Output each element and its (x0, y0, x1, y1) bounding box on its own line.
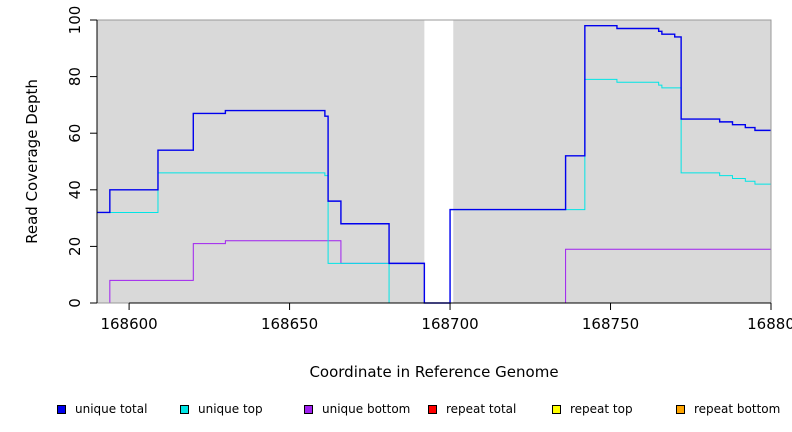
legend-item-repeat-bottom: repeat bottom (676, 400, 780, 418)
x-tick-label: 168700 (421, 315, 478, 333)
legend-swatch (552, 404, 561, 414)
x-axis: 168600 168650 168700 168750 16880 (100, 302, 792, 333)
y-axis-title: Read Coverage Depth (23, 79, 41, 244)
x-tick-label: 168600 (100, 315, 157, 333)
legend-label: repeat top (570, 402, 633, 416)
y-tick-label: 100 (66, 6, 84, 35)
legend-label: repeat bottom (694, 402, 781, 416)
legend-swatch (676, 404, 685, 414)
legend-item-unique-total: unique total (57, 400, 147, 418)
legend-label: unique top (198, 402, 263, 416)
x-tick-label: 168650 (261, 315, 318, 333)
legend-swatch (57, 404, 66, 414)
legend-item-repeat-top: repeat top (552, 400, 633, 418)
gap-regions (424, 20, 454, 303)
legend-item-unique-bottom: unique bottom (304, 400, 410, 418)
x-tick-label: 16880 (747, 315, 792, 333)
y-tick-label: 0 (66, 298, 84, 308)
y-tick-label: 20 (66, 237, 84, 256)
x-axis-title: Coordinate in Reference Genome (309, 363, 558, 381)
gap-region-0 (424, 20, 454, 303)
y-tick-label: 60 (66, 124, 84, 143)
coverage-chart: 168600 168650 168700 168750 16880 0 20 40 60 80 1… (23, 6, 792, 381)
y-axis: 0 20 40 60 80 100 (66, 6, 98, 308)
y-tick-label: 40 (66, 180, 84, 199)
legend-item-unique-top: unique top (180, 400, 263, 418)
legend: unique total unique top unique bottom repea… (0, 400, 792, 418)
legend-swatch (428, 404, 437, 414)
legend-item-repeat-total: repeat total (428, 400, 516, 418)
legend-swatch (304, 404, 313, 414)
series-line-unique-total (97, 24, 771, 304)
legend-label: repeat total (446, 402, 517, 416)
y-tick-label: 80 (66, 67, 84, 86)
legend-swatch (180, 404, 189, 414)
legend-label: unique bottom (322, 402, 411, 416)
x-tick-label: 168750 (582, 315, 639, 333)
legend-label: unique total (75, 402, 148, 416)
